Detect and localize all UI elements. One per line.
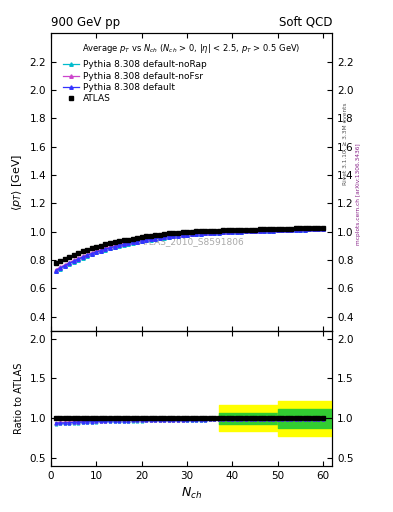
Pythia 8.308 default bbox=[130, 240, 135, 246]
ATLAS bbox=[140, 234, 144, 240]
Line: Pythia 8.308 default-noFsr: Pythia 8.308 default-noFsr bbox=[54, 227, 325, 271]
Pythia 8.308 default-noRap bbox=[321, 226, 325, 232]
Y-axis label: Ratio to ATLAS: Ratio to ATLAS bbox=[14, 362, 24, 434]
ATLAS bbox=[99, 243, 103, 249]
Pythia 8.308 default-noRap bbox=[121, 242, 126, 248]
Pythia 8.308 default bbox=[53, 267, 58, 273]
Pythia 8.308 default-noFsr bbox=[221, 229, 226, 235]
Y-axis label: $\langle p_T \rangle$ [GeV]: $\langle p_T \rangle$ [GeV] bbox=[10, 154, 24, 210]
ATLAS bbox=[53, 261, 58, 267]
Text: Rivet 3.1.10, ≥ 3.3M events: Rivet 3.1.10, ≥ 3.3M events bbox=[343, 102, 348, 185]
Pythia 8.308 default bbox=[221, 229, 226, 236]
Pythia 8.308 default-noRap bbox=[130, 240, 135, 246]
ATLAS bbox=[221, 227, 226, 233]
ATLAS bbox=[130, 236, 135, 242]
Pythia 8.308 default-noFsr bbox=[53, 267, 58, 273]
Pythia 8.308 default-noRap bbox=[140, 238, 144, 244]
Pythia 8.308 default-noFsr bbox=[144, 236, 149, 242]
Text: 900 GeV pp: 900 GeV pp bbox=[51, 16, 120, 29]
Pythia 8.308 default-noFsr bbox=[130, 239, 135, 245]
Pythia 8.308 default bbox=[99, 247, 103, 253]
Pythia 8.308 default-noRap bbox=[53, 268, 58, 274]
Text: ATLAS_2010_S8591806: ATLAS_2010_S8591806 bbox=[139, 237, 244, 246]
Line: ATLAS: ATLAS bbox=[53, 225, 325, 266]
Pythia 8.308 default-noFsr bbox=[321, 226, 325, 232]
X-axis label: $N_{ch}$: $N_{ch}$ bbox=[181, 486, 202, 501]
Line: Pythia 8.308 default-noRap: Pythia 8.308 default-noRap bbox=[54, 227, 325, 273]
Line: Pythia 8.308 default: Pythia 8.308 default bbox=[54, 227, 325, 272]
Pythia 8.308 default-noFsr bbox=[121, 241, 126, 247]
Pythia 8.308 default bbox=[121, 241, 126, 247]
ATLAS bbox=[121, 237, 126, 243]
Pythia 8.308 default-noRap bbox=[221, 229, 226, 236]
Text: Average $p_T$ vs $N_{ch}$ ($N_{ch}$ > 0, $|\eta|$ < 2.5, $p_T$ > 0.5 GeV): Average $p_T$ vs $N_{ch}$ ($N_{ch}$ > 0,… bbox=[83, 42, 301, 55]
Text: Soft QCD: Soft QCD bbox=[279, 16, 332, 29]
Pythia 8.308 default-noRap bbox=[144, 237, 149, 243]
Text: mcplots.cern.ch [arXiv:1306.3436]: mcplots.cern.ch [arXiv:1306.3436] bbox=[356, 144, 361, 245]
ATLAS bbox=[144, 233, 149, 240]
ATLAS bbox=[321, 225, 325, 231]
Pythia 8.308 default bbox=[144, 237, 149, 243]
Pythia 8.308 default bbox=[321, 226, 325, 232]
Legend: Pythia 8.308 default-noRap, Pythia 8.308 default-noFsr, Pythia 8.308 default, AT: Pythia 8.308 default-noRap, Pythia 8.308… bbox=[61, 58, 208, 105]
Pythia 8.308 default-noFsr bbox=[140, 237, 144, 243]
Pythia 8.308 default-noRap bbox=[99, 248, 103, 254]
Pythia 8.308 default bbox=[140, 238, 144, 244]
Pythia 8.308 default-noFsr bbox=[99, 247, 103, 253]
